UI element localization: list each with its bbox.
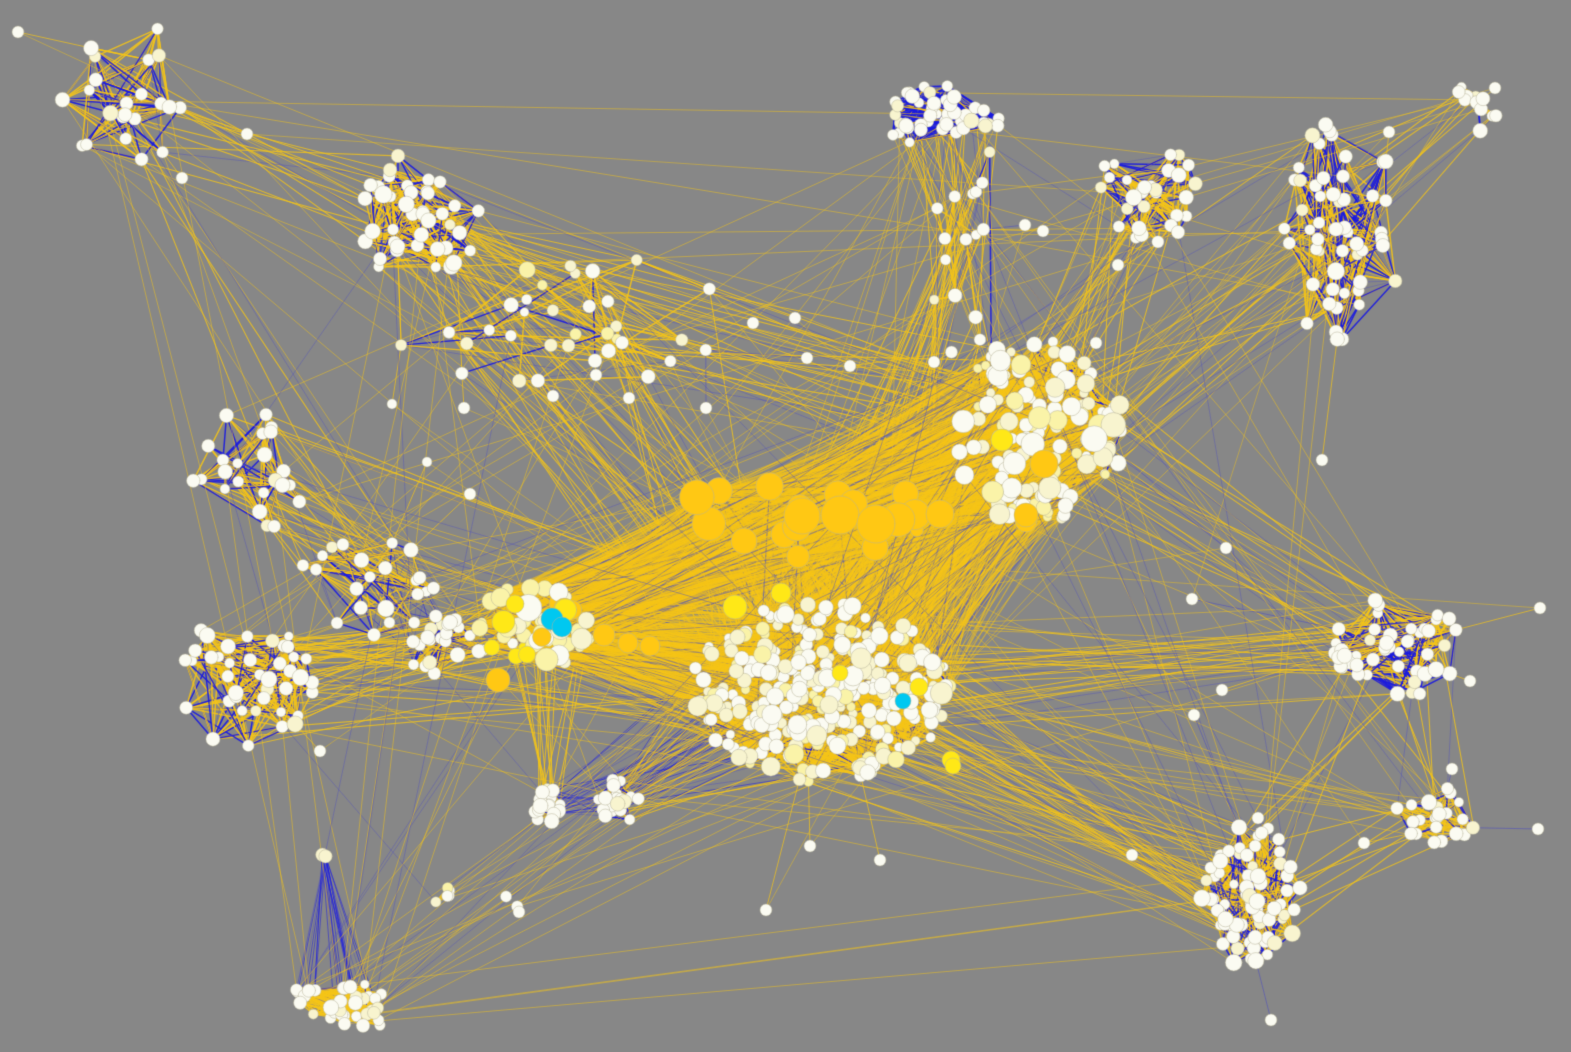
network-graph-visualization: Network Graph Visualization (0, 0, 1571, 1052)
network-graph-canvas[interactable] (0, 0, 1571, 1052)
